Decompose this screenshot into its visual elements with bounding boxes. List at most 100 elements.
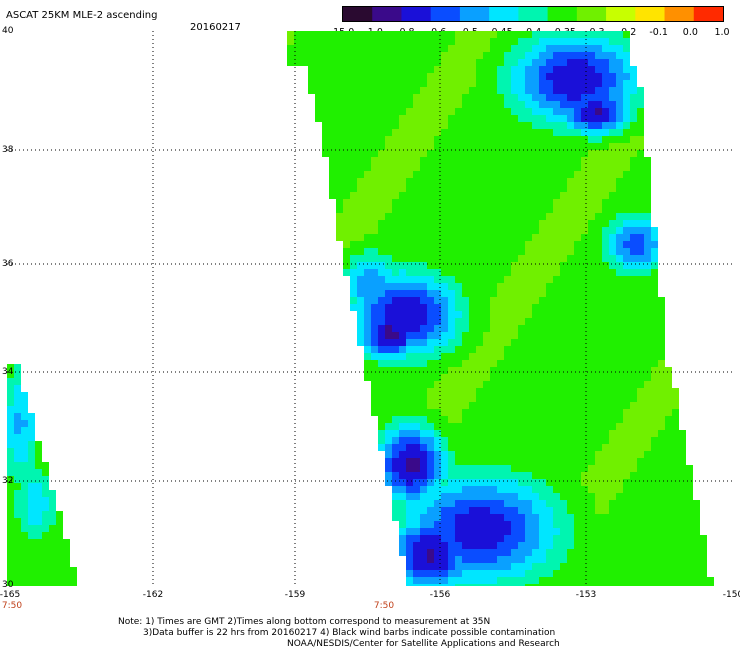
- swath-cell: [567, 269, 574, 276]
- swath-cell: [644, 556, 651, 563]
- swath-cell: [609, 584, 616, 586]
- swath-cell: [595, 388, 602, 395]
- swath-cell: [476, 129, 483, 136]
- swath-cell: [616, 129, 623, 136]
- swath-cell: [595, 45, 602, 52]
- swath-cell: [693, 577, 700, 584]
- swath-cell: [567, 262, 574, 269]
- swath-cell: [350, 129, 357, 136]
- swath-cell: [553, 339, 560, 346]
- swath-cell: [28, 476, 35, 483]
- swath-cell: [315, 108, 322, 115]
- swath-cell: [602, 416, 609, 423]
- swath-cell: [455, 94, 462, 101]
- legend-swatch: [401, 7, 432, 21]
- swath-cell: [483, 479, 490, 486]
- swath-cell: [427, 395, 434, 402]
- swath-cell: [553, 577, 560, 584]
- swath-cell: [378, 374, 385, 381]
- swath-cell: [588, 367, 595, 374]
- swath-cell: [658, 493, 665, 500]
- swath-cell: [602, 402, 609, 409]
- swath-cell: [532, 416, 539, 423]
- swath-cell: [511, 52, 518, 59]
- swath-cell: [567, 94, 574, 101]
- swath-cell: [539, 150, 546, 157]
- swath-cell: [651, 402, 658, 409]
- swath-cell: [21, 574, 28, 581]
- swath-cell: [364, 115, 371, 122]
- swath-cell: [539, 493, 546, 500]
- swath-cell: [406, 122, 413, 129]
- swath-cell: [546, 283, 553, 290]
- swath-cell: [357, 192, 364, 199]
- swath-cell: [371, 143, 378, 150]
- swath-cell: [553, 556, 560, 563]
- swath-cell: [511, 409, 518, 416]
- swath-cell: [441, 290, 448, 297]
- swath-cell: [609, 276, 616, 283]
- swath-cell: [392, 353, 399, 360]
- swath-cell: [448, 465, 455, 472]
- swath-cell: [406, 409, 413, 416]
- swath-cell: [574, 507, 581, 514]
- swath-cell: [392, 136, 399, 143]
- swath-cell: [385, 73, 392, 80]
- swath-cell: [448, 493, 455, 500]
- swath-cell: [539, 458, 546, 465]
- swath-cell: [504, 206, 511, 213]
- swath-cell: [476, 318, 483, 325]
- swath-cell: [574, 94, 581, 101]
- swath-cell: [406, 549, 413, 556]
- swath-cell: [644, 493, 651, 500]
- swath-cell: [665, 514, 672, 521]
- x-tick-label: -165: [0, 590, 21, 600]
- swath-cell: [602, 73, 609, 80]
- swath-cell: [581, 381, 588, 388]
- note-line-1: Note: 1) Times are GMT 2)Times along bot…: [118, 617, 491, 627]
- swath-cell: [420, 94, 427, 101]
- swath-cell: [518, 276, 525, 283]
- swath-cell: [406, 514, 413, 521]
- swath-cell: [427, 73, 434, 80]
- swath-cell: [574, 521, 581, 528]
- swath-cell: [441, 409, 448, 416]
- swath-cell: [343, 38, 350, 45]
- swath-cell: [378, 297, 385, 304]
- swath-cell: [350, 87, 357, 94]
- swath-cell: [455, 185, 462, 192]
- swath-cell: [385, 192, 392, 199]
- y-tick-label: 36: [2, 259, 14, 269]
- swath-cell: [504, 59, 511, 66]
- swath-cell: [448, 444, 455, 451]
- legend-swatch: [664, 7, 695, 21]
- swath-cell: [399, 409, 406, 416]
- swath-cell: [427, 122, 434, 129]
- swath-cell: [546, 409, 553, 416]
- swath-cell: [651, 577, 658, 584]
- swath-cell: [616, 556, 623, 563]
- swath-cell: [434, 486, 441, 493]
- swath-cell: [658, 451, 665, 458]
- swath-cell: [455, 507, 462, 514]
- swath-cell: [630, 220, 637, 227]
- swath-cell: [7, 497, 14, 504]
- swath-cell: [525, 381, 532, 388]
- swath-cell: [609, 346, 616, 353]
- swath-cell: [448, 479, 455, 486]
- swath-cell: [532, 283, 539, 290]
- swath-cell: [644, 241, 651, 248]
- swath-cell: [602, 346, 609, 353]
- swath-cell: [497, 353, 504, 360]
- swath-cell: [546, 115, 553, 122]
- swath-cell: [406, 290, 413, 297]
- swath-cell: [441, 514, 448, 521]
- swath-cell: [581, 276, 588, 283]
- swath-cell: [28, 469, 35, 476]
- swath-cell: [378, 192, 385, 199]
- swath-cell: [651, 241, 658, 248]
- swath-cell: [518, 507, 525, 514]
- swath-cell: [644, 311, 651, 318]
- swath-cell: [357, 297, 364, 304]
- swath-cell: [525, 290, 532, 297]
